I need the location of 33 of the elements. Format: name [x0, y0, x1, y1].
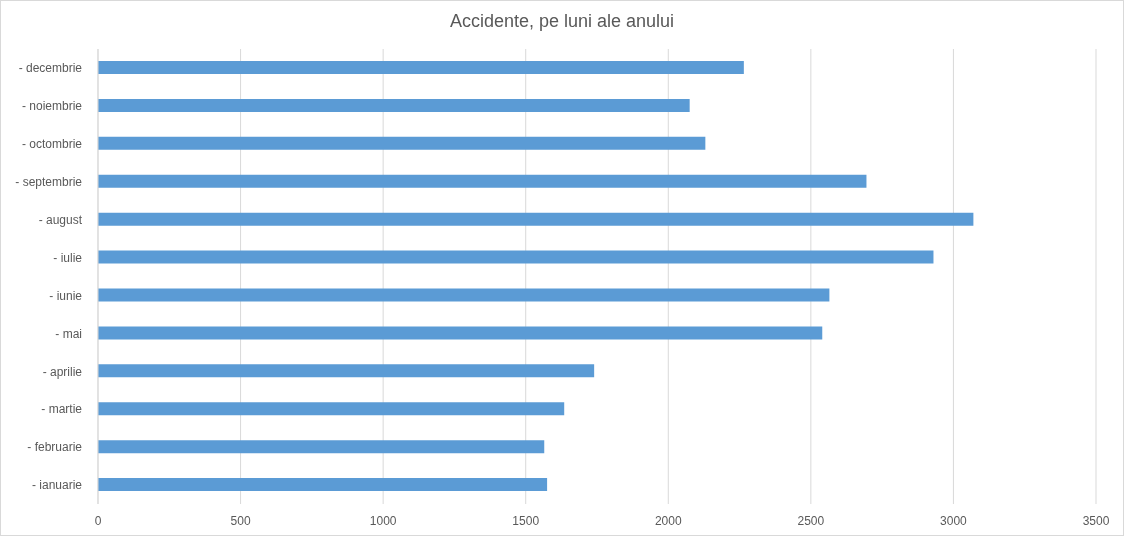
y-tick-label: - decembrie — [18, 61, 83, 76]
bar — [98, 326, 823, 340]
x-tick-label: 2500 — [797, 513, 825, 528]
y-tick-label: - martie — [41, 402, 83, 417]
x-tick-label: 2000 — [654, 513, 682, 528]
y-tick-label: - aprilie — [42, 364, 83, 379]
bar — [98, 402, 565, 416]
x-tick-label: 1000 — [369, 513, 397, 528]
y-tick-label: - ianuarie — [31, 478, 83, 493]
x-tick-label: 3500 — [1082, 513, 1110, 528]
x-tick-label: 1500 — [512, 513, 540, 528]
y-tick-label: - septembrie — [15, 174, 83, 189]
chart-title: Accidente, pe luni ale anului — [448, 10, 676, 32]
bar — [98, 136, 706, 150]
bar — [98, 440, 545, 454]
bar — [98, 98, 690, 112]
x-tick-label: 0 — [94, 513, 102, 528]
y-tick-label: - iunie — [49, 288, 83, 303]
y-tick-label: - mai — [55, 326, 82, 341]
y-tick-label: - iulie — [53, 250, 83, 265]
bar — [98, 61, 744, 74]
bar — [98, 250, 934, 264]
bar — [98, 288, 830, 302]
bar — [98, 478, 548, 492]
y-tick-label: - februarie — [27, 440, 83, 455]
y-tick-label: - noiembrie — [21, 99, 83, 114]
bar — [98, 212, 974, 226]
y-tick-label: - octombrie — [21, 137, 83, 152]
bar — [98, 174, 867, 188]
x-tick-label: 500 — [230, 513, 251, 528]
x-tick-label: 3000 — [940, 513, 968, 528]
bar — [98, 364, 595, 378]
y-tick-label: - august — [38, 212, 83, 227]
